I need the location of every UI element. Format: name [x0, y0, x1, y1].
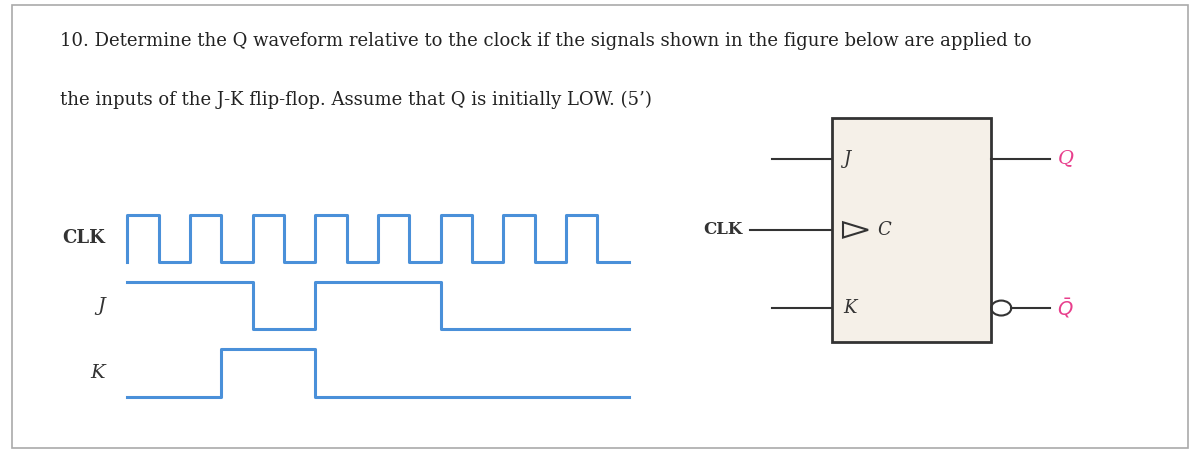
Text: K: K [844, 299, 857, 317]
Text: C: C [877, 221, 890, 239]
Bar [832, 118, 991, 342]
Text: CLK: CLK [703, 222, 743, 238]
Text: CLK: CLK [62, 229, 106, 247]
Text: Q: Q [1057, 149, 1073, 168]
Text: J: J [844, 149, 851, 168]
Text: $\bar{Q}$: $\bar{Q}$ [1057, 296, 1074, 320]
Text: K: K [91, 364, 106, 382]
Text: J: J [97, 297, 106, 315]
Text: 10. Determine the Q waveform relative to the clock if the signals shown in the f: 10. Determine the Q waveform relative to… [60, 32, 1032, 50]
Text: the inputs of the J-K flip-flop. Assume that Q is initially LOW. (5’): the inputs of the J-K flip-flop. Assume … [60, 91, 652, 109]
